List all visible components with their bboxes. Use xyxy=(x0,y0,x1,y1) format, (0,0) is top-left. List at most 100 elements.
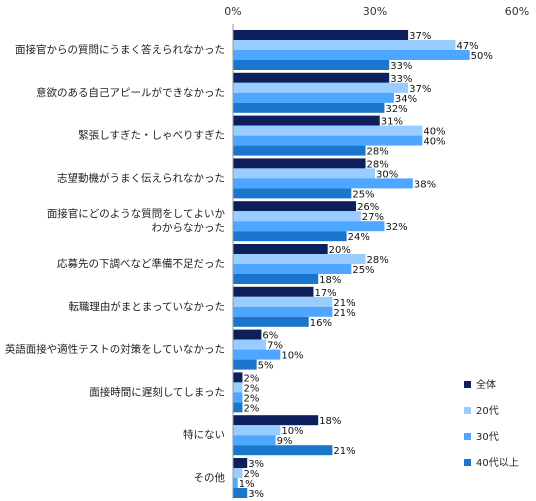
legend-swatch xyxy=(464,459,471,466)
bar xyxy=(233,458,248,468)
bar xyxy=(233,264,352,274)
data-label: 28% xyxy=(367,255,389,266)
bar xyxy=(233,60,390,70)
category-label: 特にない xyxy=(183,429,225,441)
bar xyxy=(233,145,366,156)
data-label: 7% xyxy=(267,341,283,352)
category-label: 面接官にどのような質問をしてよいか xyxy=(47,207,226,220)
legend-swatch xyxy=(464,407,471,414)
bar xyxy=(233,135,423,146)
bar xyxy=(233,316,309,327)
data-label: 25% xyxy=(352,189,374,200)
data-label: 2% xyxy=(243,403,259,414)
bar xyxy=(233,478,238,488)
data-label: 28% xyxy=(367,159,389,170)
x-tick-label: 60% xyxy=(505,5,529,18)
data-label: 27% xyxy=(362,212,384,223)
data-label: 30% xyxy=(376,169,398,180)
bar xyxy=(233,445,333,456)
data-label: 25% xyxy=(352,265,374,276)
category-label: 志望動機がうまく伝えられなかった xyxy=(57,171,225,184)
data-label: 33% xyxy=(390,61,412,72)
bar xyxy=(233,425,281,436)
data-label: 1% xyxy=(239,479,255,490)
bar xyxy=(233,231,347,242)
bar xyxy=(233,296,333,307)
bar xyxy=(233,435,276,446)
category-label: わからなかった xyxy=(152,222,226,234)
data-label: 37% xyxy=(409,84,431,95)
legend-swatch xyxy=(464,381,471,388)
legend-label: 全体 xyxy=(476,378,496,391)
bar xyxy=(233,201,357,212)
bar xyxy=(233,30,409,40)
data-label: 31% xyxy=(381,117,403,128)
data-label: 6% xyxy=(262,331,278,342)
category-label: 面接官からの質問にうまく答えられなかった xyxy=(15,43,225,56)
data-label: 20% xyxy=(329,245,351,256)
category-label: 応募先の下調べなど準備不足だった xyxy=(57,257,225,270)
bar xyxy=(233,372,243,383)
data-label: 40% xyxy=(423,137,445,148)
x-tick-label: 0% xyxy=(224,5,241,18)
bar xyxy=(233,125,423,136)
x-axis-ticks: 0% 30% 60% xyxy=(224,5,529,18)
data-label: 21% xyxy=(333,298,355,309)
x-tick-label: 30% xyxy=(363,5,387,18)
data-label: 10% xyxy=(281,426,303,437)
data-label: 16% xyxy=(310,318,332,329)
bar xyxy=(233,254,366,264)
bar xyxy=(233,82,409,93)
bar xyxy=(233,50,470,60)
plot-area: 37%47%50%33%33%37%34%32%31%40%40%28%28%3… xyxy=(232,24,493,500)
data-label: 2% xyxy=(243,393,259,404)
category-label: 面接時間に遅刻してしまった xyxy=(89,385,225,398)
data-label: 47% xyxy=(456,41,478,52)
data-label: 50% xyxy=(471,51,493,62)
data-label: 3% xyxy=(248,489,264,500)
category-labels: 面接官からの質問にうまく答えられなかった意欲のある自己アピールができなかった緊張… xyxy=(5,43,226,484)
category-label: 英語面接や適性テストの対策をしていなかった xyxy=(5,343,225,356)
bar xyxy=(233,102,385,113)
data-label: 28% xyxy=(367,147,389,158)
data-label: 5% xyxy=(258,361,274,372)
legend-swatch xyxy=(464,433,471,440)
data-label: 33% xyxy=(390,74,412,85)
data-label: 9% xyxy=(277,436,293,447)
bar xyxy=(233,40,456,50)
bar xyxy=(233,329,262,340)
data-label: 37% xyxy=(409,31,431,42)
legend-label: 20代 xyxy=(476,405,499,417)
bar xyxy=(233,286,314,297)
bar xyxy=(233,178,413,189)
bar xyxy=(233,158,366,169)
data-label: 2% xyxy=(243,383,259,394)
category-label: その他 xyxy=(194,471,226,484)
data-label: 18% xyxy=(319,275,341,286)
bar xyxy=(233,468,243,478)
data-label: 18% xyxy=(319,416,341,427)
bar xyxy=(233,402,243,413)
bar xyxy=(233,382,243,393)
data-label: 38% xyxy=(414,179,436,190)
bar xyxy=(233,244,328,254)
data-label: 10% xyxy=(281,351,303,362)
legend: 全体 20代 30代 40代以上 xyxy=(464,378,519,469)
data-label: 34% xyxy=(395,94,417,105)
bar xyxy=(233,359,257,370)
data-label: 2% xyxy=(243,469,259,480)
bar xyxy=(233,92,394,103)
data-label: 24% xyxy=(348,232,370,243)
data-label: 21% xyxy=(333,308,355,319)
bar xyxy=(233,168,375,179)
category-label: 転職理由がまとまっていなかった xyxy=(68,300,225,313)
bar xyxy=(233,488,248,498)
bar xyxy=(233,415,319,426)
data-label: 21% xyxy=(333,446,355,457)
bar xyxy=(233,115,380,126)
bar xyxy=(233,211,361,222)
data-label: 17% xyxy=(314,288,336,299)
data-label: 40% xyxy=(423,127,445,138)
data-label: 32% xyxy=(385,222,407,233)
